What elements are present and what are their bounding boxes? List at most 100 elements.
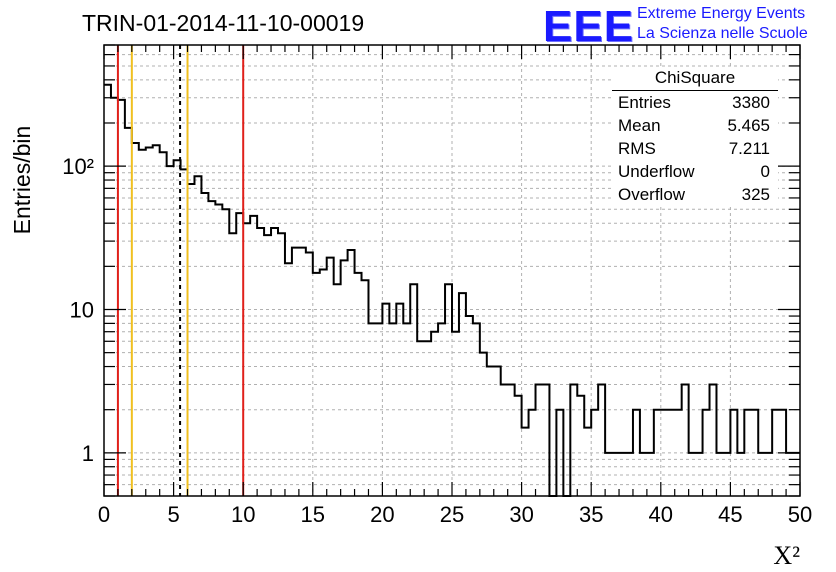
histogram-line bbox=[104, 83, 800, 497]
histogram-bin bbox=[236, 213, 243, 496]
histogram-bin bbox=[536, 384, 543, 496]
histogram-bin bbox=[508, 384, 515, 496]
histogram-bin bbox=[661, 410, 668, 496]
histogram-bin bbox=[689, 453, 696, 496]
histogram-bin bbox=[751, 410, 758, 496]
stats-label: Overflow bbox=[618, 185, 686, 204]
histogram-bin bbox=[299, 248, 306, 496]
histogram-bin bbox=[591, 410, 598, 496]
histogram-bin bbox=[570, 384, 577, 496]
histogram-bin bbox=[167, 166, 174, 496]
stats-box: ChiSquare Entries 3380 Mean 5.465 RMS 7.… bbox=[612, 68, 778, 206]
stats-value: 3380 bbox=[732, 93, 770, 112]
histogram-bin bbox=[710, 384, 717, 496]
histogram-bin bbox=[619, 453, 626, 496]
stats-value: 325 bbox=[741, 185, 770, 204]
histogram-bin bbox=[215, 205, 222, 496]
stats-row-entries: Entries 3380 bbox=[612, 91, 778, 114]
x-tick-label: 45 bbox=[718, 502, 742, 527]
histogram-bin bbox=[480, 353, 487, 496]
histogram-bin bbox=[445, 284, 452, 496]
histogram-bin bbox=[188, 184, 195, 496]
histogram-bin bbox=[278, 233, 285, 496]
histogram-bin bbox=[355, 273, 362, 496]
histogram-bin bbox=[243, 223, 250, 496]
histogram-bin bbox=[494, 367, 501, 496]
stats-row-mean: Mean 5.465 bbox=[612, 114, 778, 137]
histogram-bin bbox=[375, 323, 382, 496]
histogram-bin bbox=[730, 410, 737, 496]
histogram-bin bbox=[723, 453, 730, 496]
histogram-bin bbox=[181, 169, 188, 496]
x-tick-label: 10 bbox=[231, 502, 255, 527]
stats-row-rms: RMS 7.211 bbox=[612, 137, 778, 160]
vertical-marker-lines bbox=[116, 45, 245, 496]
histogram-bin bbox=[146, 147, 153, 496]
histogram-bin bbox=[431, 332, 438, 496]
chart-title: TRIN-01-2014-11-10-00019 bbox=[82, 10, 365, 36]
histogram-bin bbox=[626, 453, 633, 496]
histogram-bin bbox=[716, 453, 723, 496]
histogram-bin bbox=[313, 273, 320, 496]
x-tick-labels: 0 5 10 15 20 25 30 35 40 45 50 bbox=[98, 502, 812, 527]
histogram-bin bbox=[153, 145, 160, 496]
histogram-bin bbox=[389, 323, 396, 496]
histogram-bin bbox=[584, 428, 591, 496]
histogram-bin bbox=[612, 453, 619, 496]
stats-label: Mean bbox=[618, 116, 661, 135]
stats-label: RMS bbox=[618, 139, 656, 158]
histogram-bin bbox=[396, 304, 403, 496]
y-tick-label: 10 bbox=[70, 297, 94, 322]
x-tick-label: 50 bbox=[788, 502, 812, 527]
histogram-bin bbox=[250, 216, 257, 496]
histogram-bin bbox=[271, 228, 278, 496]
histogram-bin bbox=[542, 384, 549, 496]
stats-row-overflow: Overflow 325 bbox=[612, 183, 778, 206]
histogram-bin bbox=[320, 270, 327, 496]
histogram-bin bbox=[647, 453, 654, 496]
x-tick-label: 25 bbox=[440, 502, 464, 527]
histogram-bin bbox=[222, 209, 229, 496]
histogram-bin bbox=[765, 453, 772, 496]
histogram-bin bbox=[341, 260, 348, 496]
histogram-bin bbox=[556, 410, 563, 496]
histogram-bin bbox=[306, 252, 313, 496]
logo-caption-1: Extreme Energy Events bbox=[637, 5, 806, 22]
histogram-bin bbox=[501, 384, 508, 496]
stats-value: 5.465 bbox=[727, 116, 770, 135]
histogram-bin bbox=[410, 284, 417, 496]
histogram-bin bbox=[348, 250, 355, 496]
histogram-bin bbox=[633, 410, 640, 496]
histogram-bin bbox=[577, 396, 584, 496]
histogram-bin bbox=[104, 85, 111, 496]
histogram-bin bbox=[438, 323, 445, 496]
histogram-bin bbox=[382, 304, 389, 496]
stats-value: 7.211 bbox=[728, 139, 770, 158]
histogram-bin bbox=[118, 100, 125, 496]
histogram-bin bbox=[139, 150, 146, 496]
histogram-bin bbox=[529, 410, 536, 496]
histogram-bin bbox=[452, 332, 459, 496]
x-tick-label: 35 bbox=[579, 502, 603, 527]
histogram-bin bbox=[362, 280, 369, 496]
histogram-bin bbox=[605, 453, 612, 496]
histogram-bin bbox=[675, 410, 682, 496]
stats-title: ChiSquare bbox=[612, 68, 778, 91]
histogram-bin bbox=[737, 453, 744, 496]
y-tick-label: 10² bbox=[62, 154, 94, 179]
y-axis-label: Entries/bin bbox=[9, 126, 35, 235]
histogram-bin bbox=[758, 453, 765, 496]
histogram-bin bbox=[598, 384, 605, 496]
histogram-bin bbox=[368, 323, 375, 496]
histogram-bin bbox=[292, 248, 299, 496]
logo-caption-2: La Scienza nelle Scuole bbox=[637, 25, 808, 42]
histogram-bin bbox=[487, 367, 494, 496]
histogram-bin bbox=[473, 323, 480, 496]
histogram-bin bbox=[696, 453, 703, 496]
histogram-bin bbox=[640, 453, 647, 496]
histogram-bin bbox=[522, 428, 529, 496]
stats-label: Entries bbox=[618, 93, 671, 112]
eee-logo: EEE bbox=[543, 2, 635, 51]
stats-label: Underflow bbox=[618, 162, 695, 181]
